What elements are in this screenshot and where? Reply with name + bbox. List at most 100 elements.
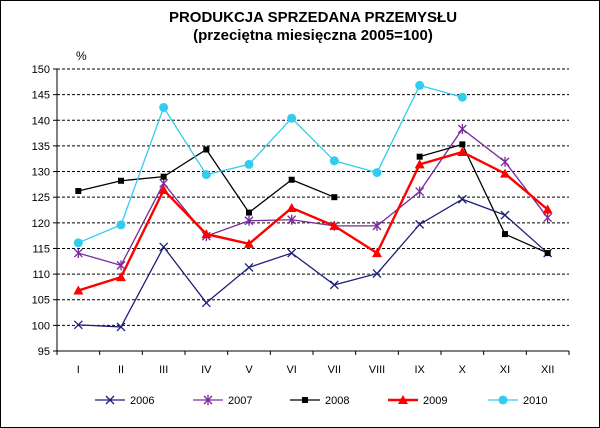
data-point-2010	[415, 80, 425, 90]
data-point-2006	[500, 210, 510, 220]
data-point-2006	[116, 322, 126, 332]
series-line-2007	[78, 128, 549, 267]
data-point-2007	[287, 214, 297, 225]
data-point-2009	[158, 185, 169, 195]
y-axis-label: %	[76, 49, 87, 63]
data-point-2006	[457, 194, 467, 204]
y-tick-label: 115	[32, 243, 50, 255]
data-point-2006	[159, 242, 169, 252]
gridlines	[57, 68, 569, 326]
data-point-2010	[73, 238, 83, 248]
x-tick-label: VI	[286, 364, 296, 376]
series-2010	[73, 80, 467, 248]
data-point-2006	[73, 320, 83, 330]
legend-label: 2007	[228, 395, 252, 407]
marker-stroke	[500, 210, 510, 220]
data-point-2009	[372, 248, 382, 258]
x-tick-label: XI	[500, 364, 510, 376]
series-line-2009	[77, 150, 549, 292]
x-tick-label: XII	[541, 364, 554, 376]
series-line-2008	[78, 148, 335, 214]
legend-label: 2008	[325, 395, 349, 407]
y-tick-label: 120	[32, 218, 50, 230]
x-tick-label: VII	[328, 364, 341, 376]
legend-label: 2006	[130, 395, 154, 407]
data-point-2007	[500, 156, 510, 167]
marker-stroke	[159, 242, 169, 252]
series-line-2008	[419, 143, 548, 254]
data-point-2006	[329, 280, 339, 290]
x-tick-label: VIII	[369, 364, 386, 376]
y-tick-label: 135	[32, 141, 50, 153]
series-2006	[73, 194, 553, 332]
x-tick-label: I	[77, 364, 80, 376]
legend-item-2008: 2008	[290, 395, 349, 407]
legend-item-2006: 2006	[95, 395, 154, 407]
data-point-2010	[201, 170, 211, 180]
x-tick-label: IX	[414, 364, 425, 376]
x-tick-label: V	[245, 364, 253, 376]
x-tick-label: IV	[201, 364, 212, 376]
data-point-2008	[544, 250, 551, 257]
legend-marker	[203, 395, 213, 405]
y-tick-label: 150	[32, 64, 50, 76]
data-point-2009	[73, 285, 84, 295]
series-line-2010	[78, 84, 463, 244]
data-point-2006	[201, 298, 211, 308]
data-point-2008	[203, 146, 210, 153]
data-point-2006	[372, 269, 382, 279]
data-point-2008	[118, 177, 124, 184]
series-2008	[75, 141, 551, 257]
data-point-2010	[244, 159, 254, 169]
marker-stroke	[287, 248, 297, 258]
legend-marker	[498, 395, 508, 405]
data-point-2007	[415, 186, 425, 197]
y-tick-label: 110	[32, 269, 50, 281]
legend-item-2009: 2009	[388, 395, 447, 407]
legend-label: 2009	[423, 395, 447, 407]
data-point-2009	[116, 272, 126, 282]
data-point-2008	[331, 194, 338, 201]
legend-label: 2010	[523, 395, 547, 407]
y-tick-label: 125	[32, 192, 50, 204]
data-point-2009	[286, 202, 297, 212]
data-point-2007	[543, 212, 553, 223]
legend: 2006 2007 2008 2009 2010	[95, 395, 547, 407]
y-tick-label: 145	[32, 90, 50, 102]
marker-stroke	[105, 395, 115, 405]
x-tick-label: X	[459, 364, 467, 376]
series-2009	[73, 147, 553, 295]
data-point-2009	[329, 220, 340, 230]
data-point-2006	[415, 219, 425, 229]
data-point-2008	[246, 209, 252, 216]
data-point-2008	[288, 176, 295, 183]
data-point-2008	[75, 188, 82, 195]
data-point-2009	[244, 238, 254, 248]
chart-subtitle: (przeciętna miesięczna 2005=100)	[193, 27, 433, 44]
data-point-2008	[459, 141, 466, 148]
data-point-2010	[329, 156, 339, 166]
legend-item-2010: 2010	[488, 395, 547, 407]
marker-stroke	[457, 194, 467, 204]
y-tick-label: 130	[32, 167, 50, 179]
legend-marker	[302, 397, 308, 403]
data-point-2009	[457, 147, 468, 157]
data-point-2010	[457, 92, 467, 102]
data-point-2007	[73, 248, 83, 259]
data-point-2010	[287, 113, 297, 123]
data-point-2007	[116, 260, 126, 271]
y-tick-label: 140	[32, 115, 50, 127]
y-tick-label: 95	[38, 346, 50, 358]
data-point-2009	[414, 159, 425, 169]
marker-stroke	[415, 219, 425, 229]
legend-marker	[398, 395, 408, 404]
legend-item-2007: 2007	[193, 395, 252, 407]
data-point-2010	[116, 220, 126, 230]
chart-title: PRODUKCJA SPRZEDANA PRZEMYSŁU	[169, 9, 457, 26]
series-lines	[73, 80, 553, 332]
data-point-2006	[287, 248, 297, 258]
data-point-2008	[502, 231, 508, 238]
